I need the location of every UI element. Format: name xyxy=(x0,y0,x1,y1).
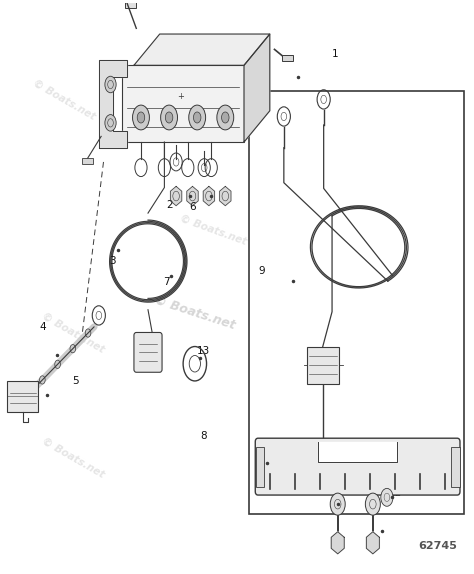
Polygon shape xyxy=(203,187,215,205)
Ellipse shape xyxy=(193,112,201,123)
Text: 11: 11 xyxy=(321,478,334,488)
Ellipse shape xyxy=(221,112,229,123)
Bar xyxy=(82,158,93,164)
Text: 13: 13 xyxy=(197,346,210,356)
Ellipse shape xyxy=(161,105,177,130)
Ellipse shape xyxy=(137,112,145,123)
Text: 8: 8 xyxy=(200,431,207,441)
Text: © Boats.net: © Boats.net xyxy=(31,77,97,121)
Bar xyxy=(256,447,264,487)
Ellipse shape xyxy=(133,105,149,130)
Polygon shape xyxy=(187,187,198,205)
Ellipse shape xyxy=(330,493,345,515)
Bar xyxy=(125,0,137,9)
Text: 3: 3 xyxy=(109,257,116,266)
FancyBboxPatch shape xyxy=(134,332,162,373)
Polygon shape xyxy=(331,532,344,554)
Polygon shape xyxy=(318,441,397,461)
Bar xyxy=(249,91,464,514)
Text: 7: 7 xyxy=(164,277,170,288)
Text: +: + xyxy=(177,91,184,100)
Ellipse shape xyxy=(105,115,116,131)
Ellipse shape xyxy=(105,76,116,93)
Text: 12: 12 xyxy=(389,488,402,498)
Polygon shape xyxy=(219,187,231,205)
Bar xyxy=(451,447,459,487)
Polygon shape xyxy=(366,532,379,554)
Text: 10: 10 xyxy=(409,465,421,475)
Text: © Boats.net: © Boats.net xyxy=(153,293,237,332)
Text: © Boats.net: © Boats.net xyxy=(179,214,248,247)
Ellipse shape xyxy=(381,488,393,506)
Polygon shape xyxy=(134,34,270,65)
Text: © Boats.net: © Boats.net xyxy=(40,436,106,479)
Text: 62745: 62745 xyxy=(418,541,457,551)
Polygon shape xyxy=(244,34,270,142)
Text: 1: 1 xyxy=(332,49,339,59)
FancyBboxPatch shape xyxy=(8,381,38,412)
Ellipse shape xyxy=(217,105,234,130)
Polygon shape xyxy=(99,60,127,148)
FancyBboxPatch shape xyxy=(255,438,460,495)
Text: 6: 6 xyxy=(189,203,196,212)
FancyBboxPatch shape xyxy=(307,347,339,383)
Ellipse shape xyxy=(365,493,380,515)
Bar xyxy=(283,55,293,61)
Text: 2: 2 xyxy=(166,200,173,210)
Text: 4: 4 xyxy=(39,322,46,332)
Ellipse shape xyxy=(189,105,206,130)
Bar xyxy=(122,65,244,142)
Text: 9: 9 xyxy=(258,266,265,276)
Ellipse shape xyxy=(165,112,173,123)
Text: © Boats.net: © Boats.net xyxy=(40,311,106,354)
Polygon shape xyxy=(171,187,182,205)
Text: 5: 5 xyxy=(72,376,79,386)
